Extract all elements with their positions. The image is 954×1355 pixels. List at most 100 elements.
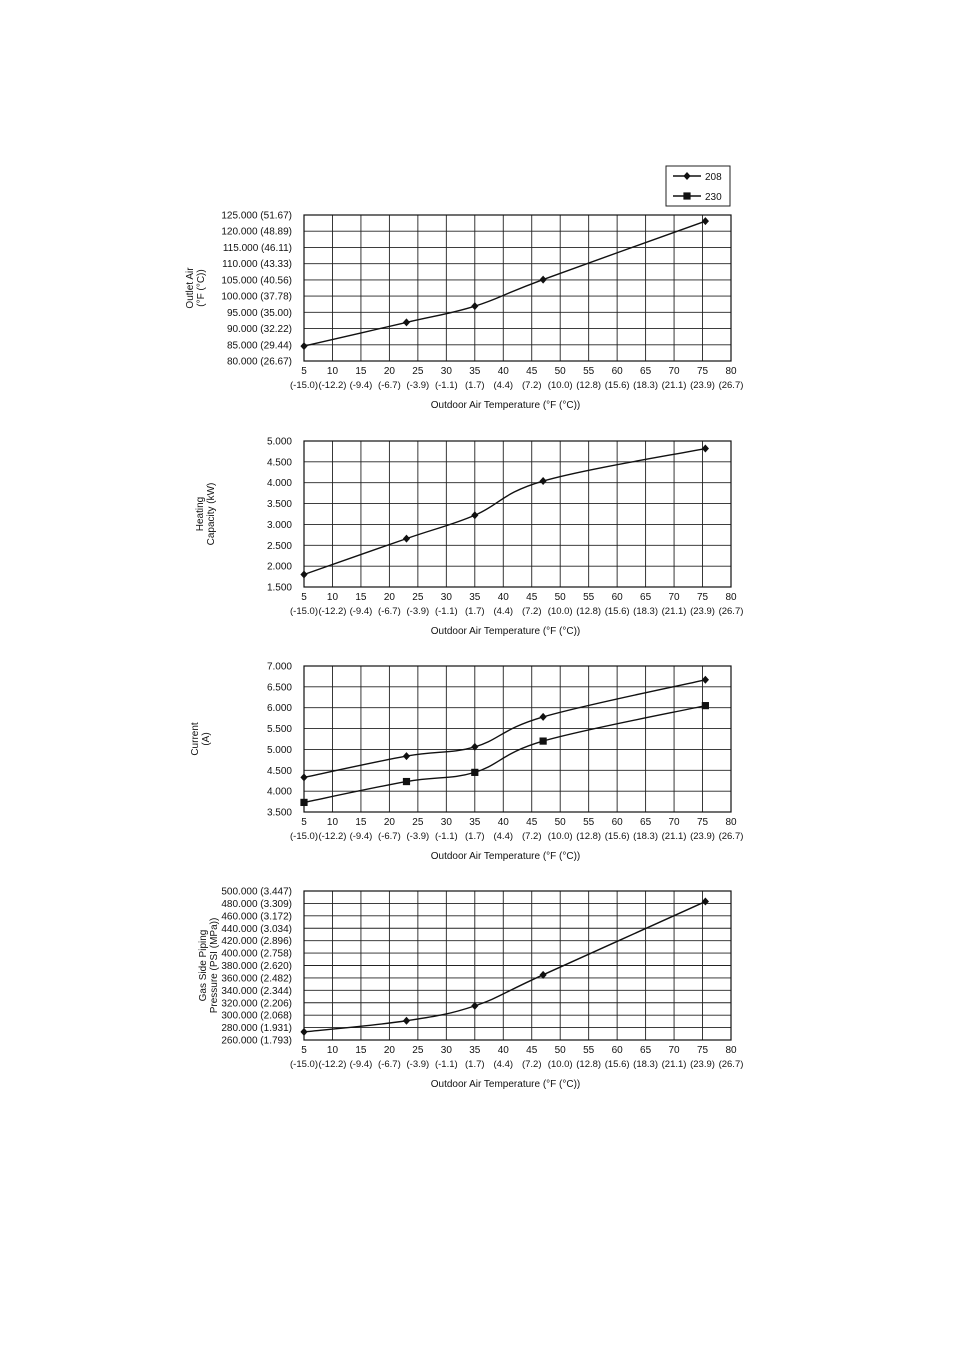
chart-3: 3.500 4.000 4.500 5.000 5.500 6.000 6.500 7.000… — [190, 662, 743, 863]
x-tick-label: 20 — [384, 817, 396, 828]
data-point — [701, 702, 709, 710]
x-tick-sublabel: (26.7) — [719, 1059, 744, 1070]
y-tick-label: 95.000 (35.00) — [227, 308, 292, 319]
x-tick-label: 50 — [555, 366, 567, 377]
x-tick-label: 20 — [384, 592, 396, 603]
series-line-1 — [303, 220, 706, 347]
legend-marker-230 — [683, 192, 691, 200]
x-tick-sublabel: (4.4) — [493, 606, 513, 617]
x-tick-label: 5 — [301, 817, 307, 828]
data-point — [300, 570, 308, 579]
x-tick-sublabel: (-1.1) — [435, 606, 458, 617]
x-tick-sublabel: (21.1) — [662, 1059, 687, 1070]
x-tick-sublabel: (-12.2) — [318, 380, 346, 391]
x-tick-sublabel: (1.7) — [465, 831, 485, 842]
x-tick-sublabel: (-3.9) — [407, 831, 430, 842]
x-tick-sublabel: (-9.4) — [350, 380, 373, 391]
x-tick-sublabel: (-9.4) — [350, 606, 373, 617]
x-tick-sublabel: (21.1) — [662, 831, 687, 842]
x-tick-sublabel: (-15.0) — [290, 1059, 318, 1070]
x-tick-label: 80 — [725, 592, 737, 603]
x-tick-label: 55 — [583, 817, 595, 828]
y-axis-label-line: Outlet Air — [185, 267, 196, 309]
x-tick-sublabel: (4.4) — [493, 831, 513, 842]
x-tick-sublabel: (-3.9) — [407, 1059, 430, 1070]
x-tick-sublabel: (1.7) — [465, 1059, 485, 1070]
x-tick-label: 5 — [301, 592, 307, 603]
y-tick-label: 4.000 — [267, 787, 292, 798]
x-tick-sublabel: (-15.0) — [290, 380, 318, 391]
x-tick-label: 75 — [697, 592, 709, 603]
x-tick-label: 80 — [725, 817, 737, 828]
y-axis-label: Outlet Air(°F (°C)) — [185, 267, 207, 309]
x-tick-sublabel: (-1.1) — [435, 1059, 458, 1070]
y-tick-label: 6.000 — [267, 703, 292, 714]
y-axis-label-line: Current — [190, 722, 201, 756]
chart-3-grid — [303, 665, 732, 813]
x-tick-label: 70 — [669, 366, 681, 377]
y-tick-label: 4.000 — [267, 478, 292, 489]
x-tick-label: 35 — [469, 1045, 481, 1056]
x-tick-label: 45 — [526, 592, 538, 603]
y-tick-label: 1.500 — [267, 583, 292, 594]
series-line-1 — [303, 900, 706, 1033]
x-tick-label: 70 — [669, 1045, 681, 1056]
x-tick-sublabel: (12.8) — [576, 1059, 601, 1070]
y-tick-label: 460.000 (3.172) — [221, 911, 292, 922]
x-axis-label: Outdoor Air Temperature (°F (°C)) — [431, 626, 581, 637]
legend-label-230: 230 — [705, 192, 722, 203]
y-axis-label-line: Gas Side Piping — [198, 930, 209, 1002]
x-tick-sublabel: (15.6) — [605, 606, 630, 617]
x-tick-label: 10 — [327, 592, 339, 603]
chart-2-grid — [303, 440, 732, 588]
data-point — [402, 752, 411, 761]
x-tick-sublabel: (-9.4) — [350, 831, 373, 842]
x-tick-label: 30 — [441, 817, 453, 828]
x-tick-sublabel: (-6.7) — [378, 831, 401, 842]
y-axis-label: Gas Side PipingPressure (PSI (MPa)) — [198, 918, 220, 1014]
x-tick-label: 45 — [526, 366, 538, 377]
x-tick-sublabel: (4.4) — [493, 380, 513, 391]
x-tick-sublabel: (12.8) — [576, 831, 601, 842]
y-tick-label: 400.000 (2.758) — [221, 949, 292, 960]
x-tick-sublabel: (15.6) — [605, 380, 630, 391]
chart-2: 1.500 2.000 2.500 3.000 3.500 4.000 4.500 5.000… — [195, 437, 743, 638]
x-tick-sublabel: (26.7) — [719, 380, 744, 391]
x-tick-label: 40 — [498, 817, 510, 828]
y-tick-label: 3.500 — [267, 808, 292, 819]
x-tick-label: 10 — [327, 366, 339, 377]
x-tick-label: 30 — [441, 1045, 453, 1056]
plot-frame — [303, 665, 732, 813]
legend-marker-208 — [683, 172, 691, 180]
x-tick-label: 10 — [327, 1045, 339, 1056]
x-tick-label: 40 — [498, 366, 510, 377]
y-tick-label: 500.000 (3.447) — [221, 887, 292, 898]
x-tick-sublabel: (23.9) — [690, 380, 715, 391]
x-tick-sublabel: (18.3) — [633, 606, 658, 617]
y-tick-label: 4.500 — [267, 457, 292, 468]
y-tick-label: 380.000 (2.620) — [221, 961, 292, 972]
x-tick-label: 45 — [526, 817, 538, 828]
x-tick-label: 60 — [612, 817, 624, 828]
data-point — [300, 798, 308, 807]
y-tick-label: 5.500 — [267, 724, 292, 735]
x-tick-label: 55 — [583, 592, 595, 603]
y-tick-label: 4.500 — [267, 766, 292, 777]
x-tick-label: 35 — [469, 366, 481, 377]
legend-box — [665, 165, 731, 207]
x-tick-sublabel: (26.7) — [719, 606, 744, 617]
y-axis-label-line: (A) — [201, 732, 212, 745]
x-tick-label: 60 — [612, 1045, 624, 1056]
x-tick-sublabel: (23.9) — [690, 1059, 715, 1070]
x-tick-sublabel: (-6.7) — [378, 606, 401, 617]
y-tick-label: 3.500 — [267, 499, 292, 510]
legend: 208 230 — [665, 165, 731, 207]
x-tick-label: 45 — [526, 1045, 538, 1056]
x-tick-sublabel: (10.0) — [548, 1059, 573, 1070]
x-tick-label: 65 — [640, 817, 652, 828]
data-point — [402, 318, 411, 327]
x-tick-label: 25 — [412, 817, 424, 828]
x-tick-label: 80 — [725, 366, 737, 377]
plot-frame — [303, 890, 732, 1041]
chart-1-grid — [303, 214, 732, 362]
